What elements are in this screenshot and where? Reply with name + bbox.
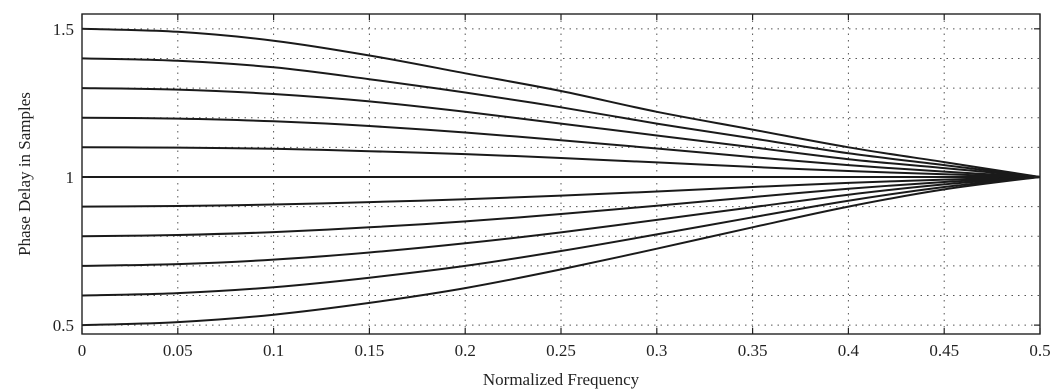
x-axis-label: Normalized Frequency: [483, 370, 640, 389]
x-tick-label: 0.3: [646, 341, 667, 360]
x-tick-label: 0.2: [455, 341, 476, 360]
x-tick-label: 0.4: [838, 341, 860, 360]
x-tick-label: 0.5: [1029, 341, 1050, 360]
series-line-11: [81, 176, 1041, 327]
x-tick-label: 0: [78, 341, 87, 360]
grid-lines: [82, 14, 1040, 334]
series-line-2: [81, 57, 1041, 178]
tick-marks: [81, 14, 1041, 334]
plot-frame: [81, 13, 1041, 335]
series-line-3: [81, 87, 1041, 178]
series-line-4: [81, 116, 1041, 178]
x-tick-label: 0.35: [738, 341, 768, 360]
series-line-10: [81, 176, 1041, 297]
x-tick-labels: 0 0.05 0.1 0.15 0.2 0.25 0.3 0.35 0.4 0.45 0.5: [78, 341, 1051, 360]
x-tick-label: 0.25: [546, 341, 576, 360]
y-tick-label: 0.5: [53, 316, 74, 335]
x-tick-label: 0.05: [163, 341, 193, 360]
y-tick-label: 1.5: [53, 20, 74, 39]
series-line-7: [81, 176, 1041, 208]
y-tick-label: 1: [66, 168, 75, 187]
x-tick-label: 0.15: [355, 341, 385, 360]
y-axis-label: Phase Delay in Samples: [15, 92, 34, 256]
series-line-5: [81, 146, 1041, 178]
x-tick-label: 0.45: [929, 341, 959, 360]
x-tick-label: 0.1: [263, 341, 284, 360]
series-line-1: [81, 27, 1041, 178]
series-line-8: [81, 176, 1041, 238]
y-tick-labels: 0.5 1 1.5: [53, 20, 74, 335]
series-curves: [81, 27, 1041, 327]
series-line-9: [81, 176, 1041, 267]
